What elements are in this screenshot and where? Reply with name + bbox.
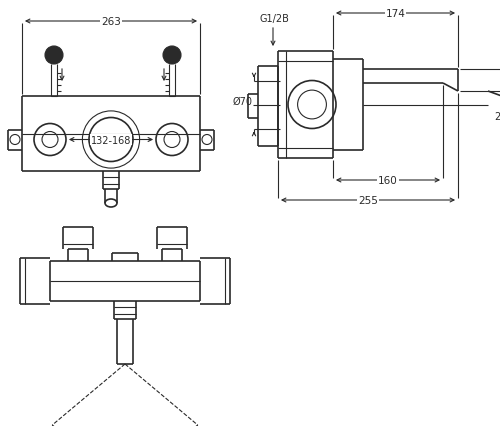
Text: G1/2B: G1/2B [260, 14, 290, 24]
Text: 160: 160 [378, 176, 398, 186]
Text: 263: 263 [101, 17, 121, 27]
Text: 20°: 20° [494, 112, 500, 122]
Circle shape [45, 47, 63, 65]
Text: 174: 174 [386, 9, 406, 19]
Text: 132-168: 132-168 [91, 135, 131, 145]
Text: Ø70: Ø70 [233, 96, 253, 106]
Text: 255: 255 [358, 196, 378, 205]
Circle shape [163, 47, 181, 65]
